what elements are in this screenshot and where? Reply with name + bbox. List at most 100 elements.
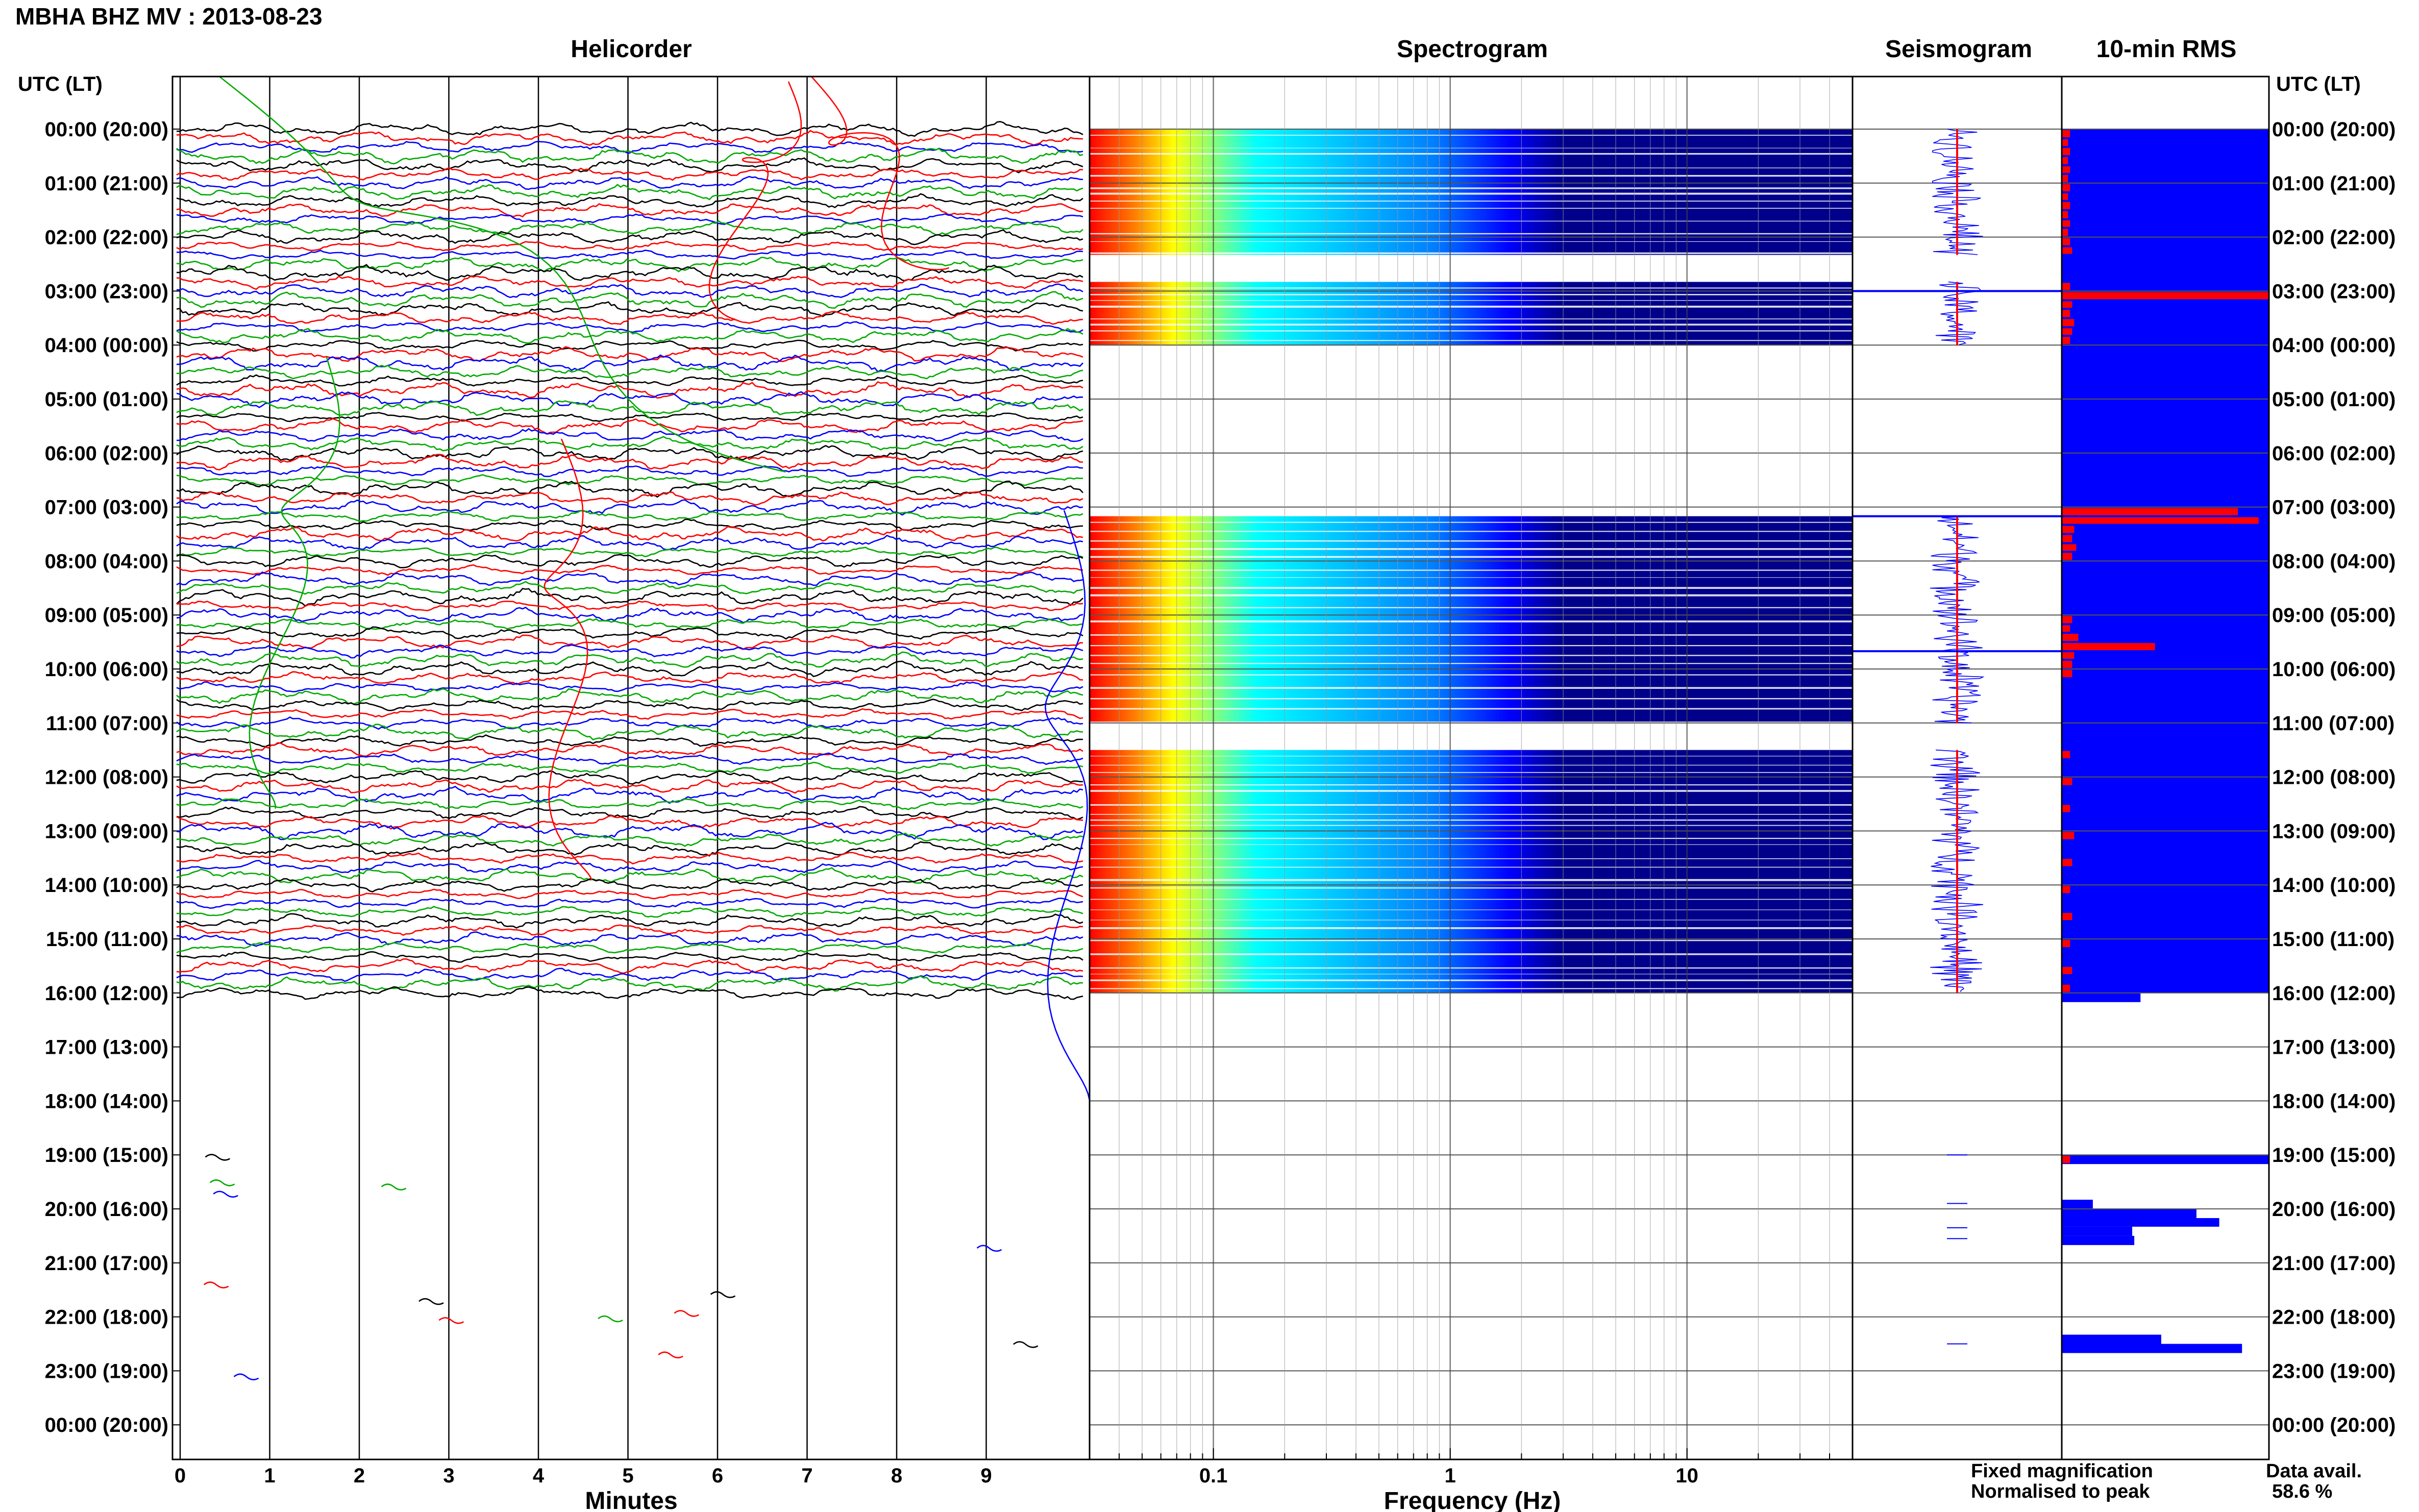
rms-normalised-bar [2062, 175, 2068, 182]
time-tick-left: 17:00 (13:00) [45, 1036, 168, 1059]
minute-tick-label: 0 [175, 1465, 186, 1487]
spectrogram-panel [1089, 76, 1854, 1460]
time-tick-right: 23:00 (19:00) [2272, 1360, 2396, 1382]
helicorder-trace-line [176, 906, 1083, 918]
helicorder-trace-line [176, 958, 1083, 974]
rms-normalised-bar [2062, 130, 2070, 137]
rms-normalised-bar [2062, 661, 2072, 668]
rms-normalised-bar [2062, 508, 2238, 515]
helicorder-trace-line [176, 878, 1083, 893]
helicorder-trace-line [176, 275, 1083, 290]
data-availability-label: Data avail. [2266, 1460, 2362, 1482]
time-tick-left: 08:00 (04:00) [45, 550, 168, 573]
time-tick-right: 08:00 (04:00) [2272, 550, 2396, 573]
rms-fixed-bar [2062, 1200, 2093, 1209]
helicorder-trace-line [176, 417, 1083, 435]
time-tick-right: 09:00 (05:00) [2272, 604, 2396, 627]
rms-normalised-bar [2062, 778, 2072, 785]
helicorder-trace-line [176, 321, 1083, 333]
rms-fixed-bar [2062, 1218, 2219, 1227]
time-tick-left: 03:00 (23:00) [45, 280, 168, 303]
rms-normalised-bar [2062, 643, 2155, 651]
helicorder-traces [176, 76, 1090, 1380]
rms-grid [2062, 129, 2269, 1426]
helicorder-fragment [438, 1317, 464, 1324]
rms-fixed-bar [2062, 1334, 2161, 1344]
time-tick-right: 11:00 (07:00) [2272, 712, 2395, 735]
helicorder-trace-line [176, 220, 1083, 236]
helicorder-trace-line [176, 241, 1083, 252]
time-tick-right: 00:00 (20:00) [2272, 118, 2396, 141]
helicorder-trace-line [176, 815, 1083, 830]
helicorder-trace-line [176, 339, 1083, 352]
time-tick-right: 22:00 (18:00) [2272, 1306, 2396, 1329]
helicorder-trace-line [176, 806, 1083, 821]
rms-normalised-bar [2062, 337, 2070, 344]
helicorder-fragment [213, 1191, 238, 1198]
minute-tick-label: 9 [980, 1465, 992, 1487]
helicorder-trace-line [177, 120, 1083, 137]
helicorder-trace-line [176, 931, 1083, 947]
helicorder-event-trace [544, 438, 593, 881]
helicorder-trace-line [176, 942, 1083, 954]
rms-normalised-bar [2062, 292, 2269, 300]
rms-normalised-bar [2062, 247, 2072, 254]
x-tick-labels: 0 1 2 3 4 5 6 7 8 9 0.1 1 10 [175, 1465, 1698, 1487]
helicorder-fragment [203, 1281, 229, 1288]
helicorder-trace-line [176, 770, 1083, 785]
rms-normalised-bar [2062, 544, 2077, 551]
rms-normalised-bar [2062, 832, 2075, 839]
helicorder-trace-line [176, 518, 1083, 531]
helicorder-trace-line [176, 346, 1083, 362]
rms-normalised-bar [2062, 184, 2070, 191]
helicorder-trace-line [176, 716, 1083, 730]
time-tick-right: 17:00 (13:00) [2272, 1036, 2396, 1059]
time-tick-left: 14:00 (10:00) [45, 874, 168, 897]
rms-fixed-bar [2062, 1344, 2242, 1353]
time-tick-left: 15:00 (11:00) [46, 928, 168, 951]
helicorder-fragment [710, 1291, 736, 1298]
helicorder-fragment [658, 1351, 683, 1358]
time-tick-right: 00:00 (20:00) [2272, 1414, 2396, 1436]
helicorder-trace-line [176, 897, 1083, 909]
helicorder-title: Helicorder [571, 36, 692, 63]
helicorder-trace-line [176, 499, 1083, 516]
helicorder-trace-line [176, 213, 1083, 225]
time-tick-left: 00:00 (20:00) [45, 118, 168, 141]
spectrogram-data [1090, 129, 1853, 993]
time-tick-left: 05:00 (01:00) [45, 388, 168, 411]
helicorder-trace-line [176, 412, 1083, 423]
rms-normalised-bar [2062, 147, 2070, 155]
rms-normalised-bar [2062, 913, 2072, 921]
time-tick-right: 07:00 (03:00) [2272, 497, 2396, 519]
helicorder-event-trace [708, 81, 802, 320]
rms-fixed-bar [2062, 1226, 2133, 1236]
rms-normalised-bar [2062, 625, 2070, 632]
time-tick-left: 16:00 (12:00) [45, 982, 168, 1005]
time-tick-left: 10:00 (06:00) [45, 658, 168, 681]
minute-tick-label: 8 [891, 1465, 902, 1487]
helicorder-trace-line [176, 581, 1083, 595]
minute-tick-label: 3 [443, 1465, 454, 1487]
rms-normalised-bar [2062, 966, 2072, 974]
seismogram-fixed-trace [1932, 129, 1983, 255]
helicorder-trace-line [176, 193, 1083, 209]
minute-tick-label: 1 [264, 1465, 275, 1487]
helicorder-trace-line [176, 176, 1083, 190]
helicorder-fragment [1013, 1341, 1039, 1348]
legend-normalised-to-peak: Normalised to peak [1971, 1481, 2150, 1502]
helicorder-trace-line [176, 491, 1083, 506]
helicorder-trace-line [176, 651, 1083, 668]
time-tick-left: 01:00 (21:00) [45, 172, 168, 195]
time-tick-left: 23:00 (19:00) [45, 1360, 168, 1382]
helicorder-trace-line [176, 660, 1083, 678]
helicorder-trace-line [176, 798, 1083, 810]
helicorder-trace-line [176, 203, 1083, 218]
minutes-axis-label: Minutes [585, 1488, 677, 1512]
time-tick-right: 20:00 (16:00) [2272, 1198, 2396, 1221]
helicorder-trace-line [176, 480, 1083, 498]
helicorder-trace-line [176, 301, 1083, 317]
helicorder-trace-line [176, 606, 1083, 624]
helicorder-trace-line [176, 564, 1083, 576]
